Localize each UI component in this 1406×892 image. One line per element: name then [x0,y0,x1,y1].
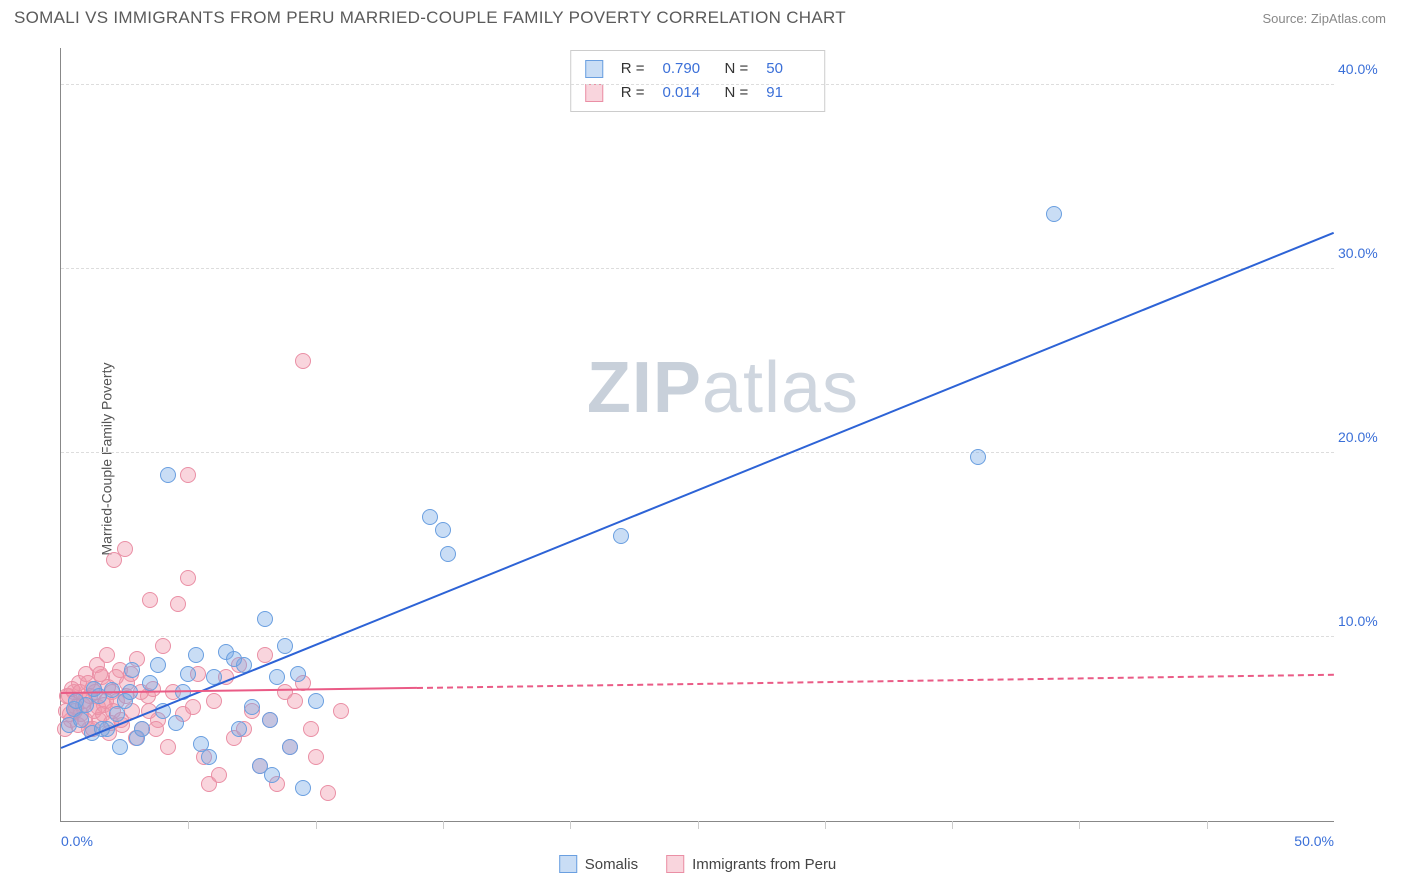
x-tick [825,821,826,829]
x-tick-label: 50.0% [1294,833,1334,849]
correlation-legend: R =0.790N =50R =0.014N =91 [570,50,826,112]
data-point [168,715,184,731]
data-point [160,467,176,483]
data-point [435,522,451,538]
x-tick [570,821,571,829]
data-point [150,657,166,673]
x-tick [443,821,444,829]
legend-r-value: 0.790 [663,57,707,81]
data-point [134,721,150,737]
data-point [185,699,201,715]
data-point [180,570,196,586]
data-point [99,647,115,663]
x-tick [1207,821,1208,829]
data-point [244,699,260,715]
gridline-h [61,452,1334,453]
data-point [231,721,247,737]
y-tick-label: 10.0% [1338,613,1388,629]
data-point [422,509,438,525]
data-point [333,703,349,719]
data-point [970,449,986,465]
data-point [303,721,319,737]
data-point [295,780,311,796]
plot-region: ZIPatlas R =0.790N =50R =0.014N =91 10.0… [60,48,1334,822]
data-point [290,666,306,682]
series-legend-item: Somalis [559,855,638,873]
data-point [193,736,209,752]
data-point [211,767,227,783]
gridline-h [61,268,1334,269]
data-point [320,785,336,801]
x-tick [952,821,953,829]
data-point [262,712,278,728]
data-point [282,739,298,755]
data-point [277,638,293,654]
chart-source: Source: ZipAtlas.com [1262,11,1386,26]
data-point [160,739,176,755]
data-point [112,739,128,755]
legend-label: Immigrants from Peru [692,856,836,873]
gridline-h [61,84,1334,85]
legend-n-label: N = [725,57,749,81]
legend-swatch [666,855,684,873]
x-tick [316,821,317,829]
gridline-h [61,636,1334,637]
data-point [1046,206,1062,222]
data-point [142,675,158,691]
data-point [68,693,84,709]
data-point [180,666,196,682]
data-point [188,647,204,663]
data-point [180,467,196,483]
watermark: ZIPatlas [587,347,859,429]
series-legend-item: Immigrants from Peru [666,855,836,873]
data-point [308,693,324,709]
legend-swatch [559,855,577,873]
trendline-s2-extrapolated [417,674,1334,689]
data-point [613,528,629,544]
y-tick-label: 40.0% [1338,61,1388,77]
chart-area: Married-Couple Family Poverty ZIPatlas R… [14,40,1392,878]
data-point [142,592,158,608]
y-tick-label: 30.0% [1338,245,1388,261]
data-point [226,651,242,667]
data-point [117,541,133,557]
legend-label: Somalis [585,856,638,873]
data-point [124,662,140,678]
legend-swatch [585,60,603,78]
data-point [206,693,222,709]
data-point [269,669,285,685]
data-point [295,353,311,369]
legend-swatch [585,84,603,102]
legend-r-label: R = [621,57,645,81]
data-point [287,693,303,709]
data-point [170,596,186,612]
data-point [440,546,456,562]
data-point [148,721,164,737]
x-tick [698,821,699,829]
legend-n-value: 50 [766,57,810,81]
data-point [155,638,171,654]
x-tick [188,821,189,829]
x-tick-label: 0.0% [61,833,93,849]
data-point [308,749,324,765]
trendline-s1 [61,232,1335,749]
data-point [86,681,102,697]
chart-header: SOMALI VS IMMIGRANTS FROM PERU MARRIED-C… [0,0,1406,32]
data-point [257,611,273,627]
y-tick-label: 20.0% [1338,429,1388,445]
series-legend: Somalis Immigrants from Peru [559,855,837,873]
chart-title: SOMALI VS IMMIGRANTS FROM PERU MARRIED-C… [14,8,846,28]
legend-row: R = 0.790 N = 50 [585,57,811,81]
x-tick [1079,821,1080,829]
data-point [252,758,268,774]
